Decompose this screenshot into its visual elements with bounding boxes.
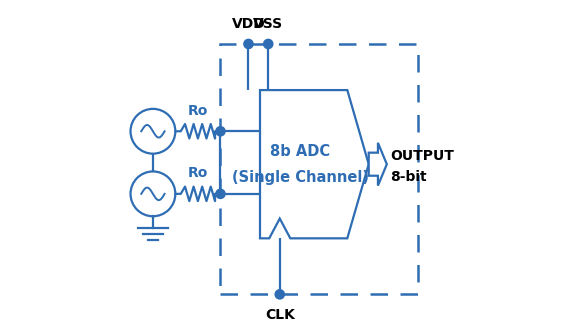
Circle shape [216,189,225,198]
Circle shape [275,290,285,299]
Circle shape [264,39,273,49]
Text: VDD: VDD [232,17,266,31]
Circle shape [131,172,175,216]
Text: CLK: CLK [265,308,295,322]
Circle shape [244,39,253,49]
Circle shape [216,127,225,136]
Text: 8-bit: 8-bit [390,171,427,184]
Text: 8b ADC: 8b ADC [270,143,331,158]
Text: VSS: VSS [253,17,283,31]
Text: Ro: Ro [188,166,208,181]
Circle shape [131,109,175,154]
Polygon shape [260,90,369,238]
Bar [221,44,418,294]
Text: OUTPUT: OUTPUT [390,149,454,163]
Text: (Single Channel): (Single Channel) [232,170,369,185]
Text: Ro: Ro [188,104,208,118]
Polygon shape [369,143,387,186]
